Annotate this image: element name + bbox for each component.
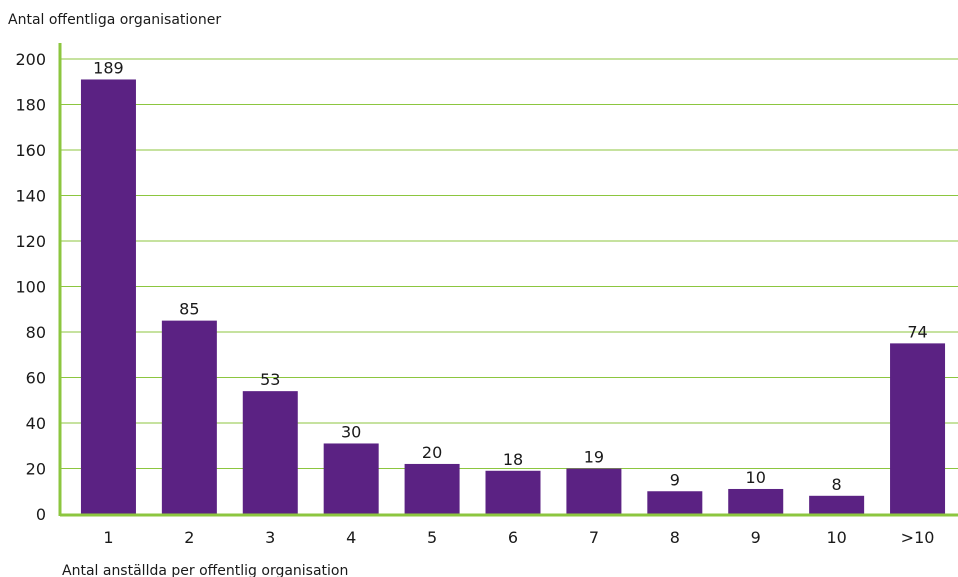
- bar: [323, 443, 379, 514]
- y-tick-label: 20: [26, 460, 46, 479]
- data-label: 20: [422, 443, 442, 462]
- x-tick-label: 1: [103, 528, 113, 547]
- data-label: 30: [341, 422, 361, 441]
- data-label: 85: [179, 300, 199, 319]
- data-label: 74: [907, 322, 927, 341]
- data-labels: 189 85 53 30 20 18 19 9 10 8 74: [93, 58, 928, 493]
- data-label: 18: [503, 450, 523, 469]
- x-tick-label: 9: [751, 528, 761, 547]
- y-tick-label: 0: [36, 505, 46, 524]
- bar: [566, 468, 622, 514]
- data-label: 8: [832, 475, 842, 494]
- y-tick-label: 40: [26, 414, 46, 433]
- bar: [161, 320, 217, 514]
- x-tick-label: 2: [184, 528, 194, 547]
- x-tick-label: 10: [826, 528, 846, 547]
- y-tick-label: 160: [15, 141, 46, 160]
- x-tick-label: 5: [427, 528, 437, 547]
- bar: [242, 391, 298, 514]
- y-tick-labels: 0 20 40 60 80 100 120 140 160 180 200: [15, 50, 46, 524]
- x-axis-label: Antal anställda per offentlig organisati…: [62, 563, 348, 577]
- y-tick-label: 100: [15, 278, 46, 297]
- x-tick-label: >10: [901, 528, 935, 547]
- y-tick-label: 60: [26, 369, 46, 388]
- bar: [404, 463, 460, 514]
- bar: [809, 495, 865, 514]
- data-label: 53: [260, 370, 280, 389]
- x-tick-label: 8: [670, 528, 680, 547]
- x-tick-labels: 1 2 3 4 5 6 7 8 9 10 >10: [103, 528, 934, 547]
- bar: [80, 79, 136, 514]
- bars: [80, 79, 946, 514]
- x-tick-label: 4: [346, 528, 356, 547]
- bar: [485, 470, 541, 514]
- data-label: 10: [746, 468, 766, 487]
- y-tick-label: 120: [15, 232, 46, 251]
- y-tick-label: 80: [26, 323, 46, 342]
- x-tick-label: 6: [508, 528, 518, 547]
- data-label: 189: [93, 58, 124, 77]
- data-label: 19: [584, 448, 604, 467]
- x-tick-label: 3: [265, 528, 275, 547]
- y-tick-label: 200: [15, 50, 46, 69]
- x-tick-label: 7: [589, 528, 599, 547]
- bar: [728, 488, 784, 514]
- bar: [890, 343, 946, 514]
- y-axis-label: Antal offentliga organisationer: [8, 12, 221, 28]
- y-tick-label: 140: [15, 187, 46, 206]
- y-tick-label: 180: [15, 96, 46, 115]
- data-label: 9: [670, 470, 680, 489]
- bar: [647, 491, 703, 514]
